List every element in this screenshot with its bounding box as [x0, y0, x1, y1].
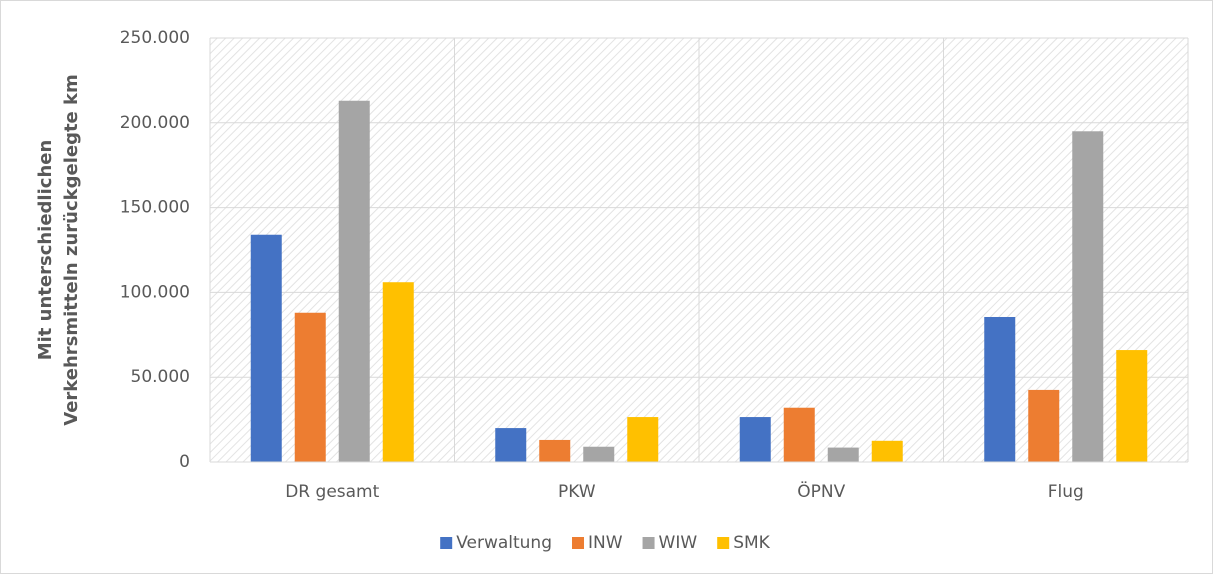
bar: [739, 417, 771, 462]
y-tick-label: 250.000: [120, 28, 190, 48]
bar: [1072, 131, 1104, 462]
bar: [382, 282, 414, 462]
legend-label: SMK: [733, 533, 770, 553]
y-axis-title: Verkehrsmitteln zurückgelegte km: [61, 74, 82, 426]
y-axis-title: Mit unterschiedlichen: [35, 140, 56, 361]
bar: [871, 440, 903, 462]
legend-label: Verwaltung: [456, 533, 552, 553]
x-tick-label: DR gesamt: [285, 482, 379, 502]
legend-swatch: [572, 537, 585, 549]
y-tick-label: 100.000: [120, 282, 190, 302]
bar: [583, 446, 615, 462]
y-tick-label: 200.000: [120, 113, 190, 133]
x-tick-label: PKW: [558, 482, 596, 502]
bar: [627, 417, 659, 462]
bar: [250, 234, 282, 462]
legend-label: INW: [588, 533, 623, 553]
bar: [338, 100, 370, 462]
legend-swatch: [642, 537, 655, 549]
bar: [294, 312, 326, 462]
bar: [539, 439, 571, 462]
bar: [495, 428, 527, 462]
y-tick-label: 0: [179, 452, 190, 472]
legend-label: WIW: [659, 533, 698, 553]
bar: [783, 407, 815, 462]
legend-swatch: [440, 537, 453, 549]
bar: [984, 316, 1016, 462]
bar: [827, 447, 859, 462]
legend-swatch: [717, 537, 730, 549]
x-tick-label: ÖPNV: [797, 480, 845, 502]
y-tick-label: 50.000: [131, 367, 190, 387]
bar: [1116, 350, 1148, 462]
bar: [1028, 389, 1060, 462]
x-tick-label: Flug: [1048, 482, 1084, 502]
y-tick-label: 150.000: [120, 198, 190, 218]
